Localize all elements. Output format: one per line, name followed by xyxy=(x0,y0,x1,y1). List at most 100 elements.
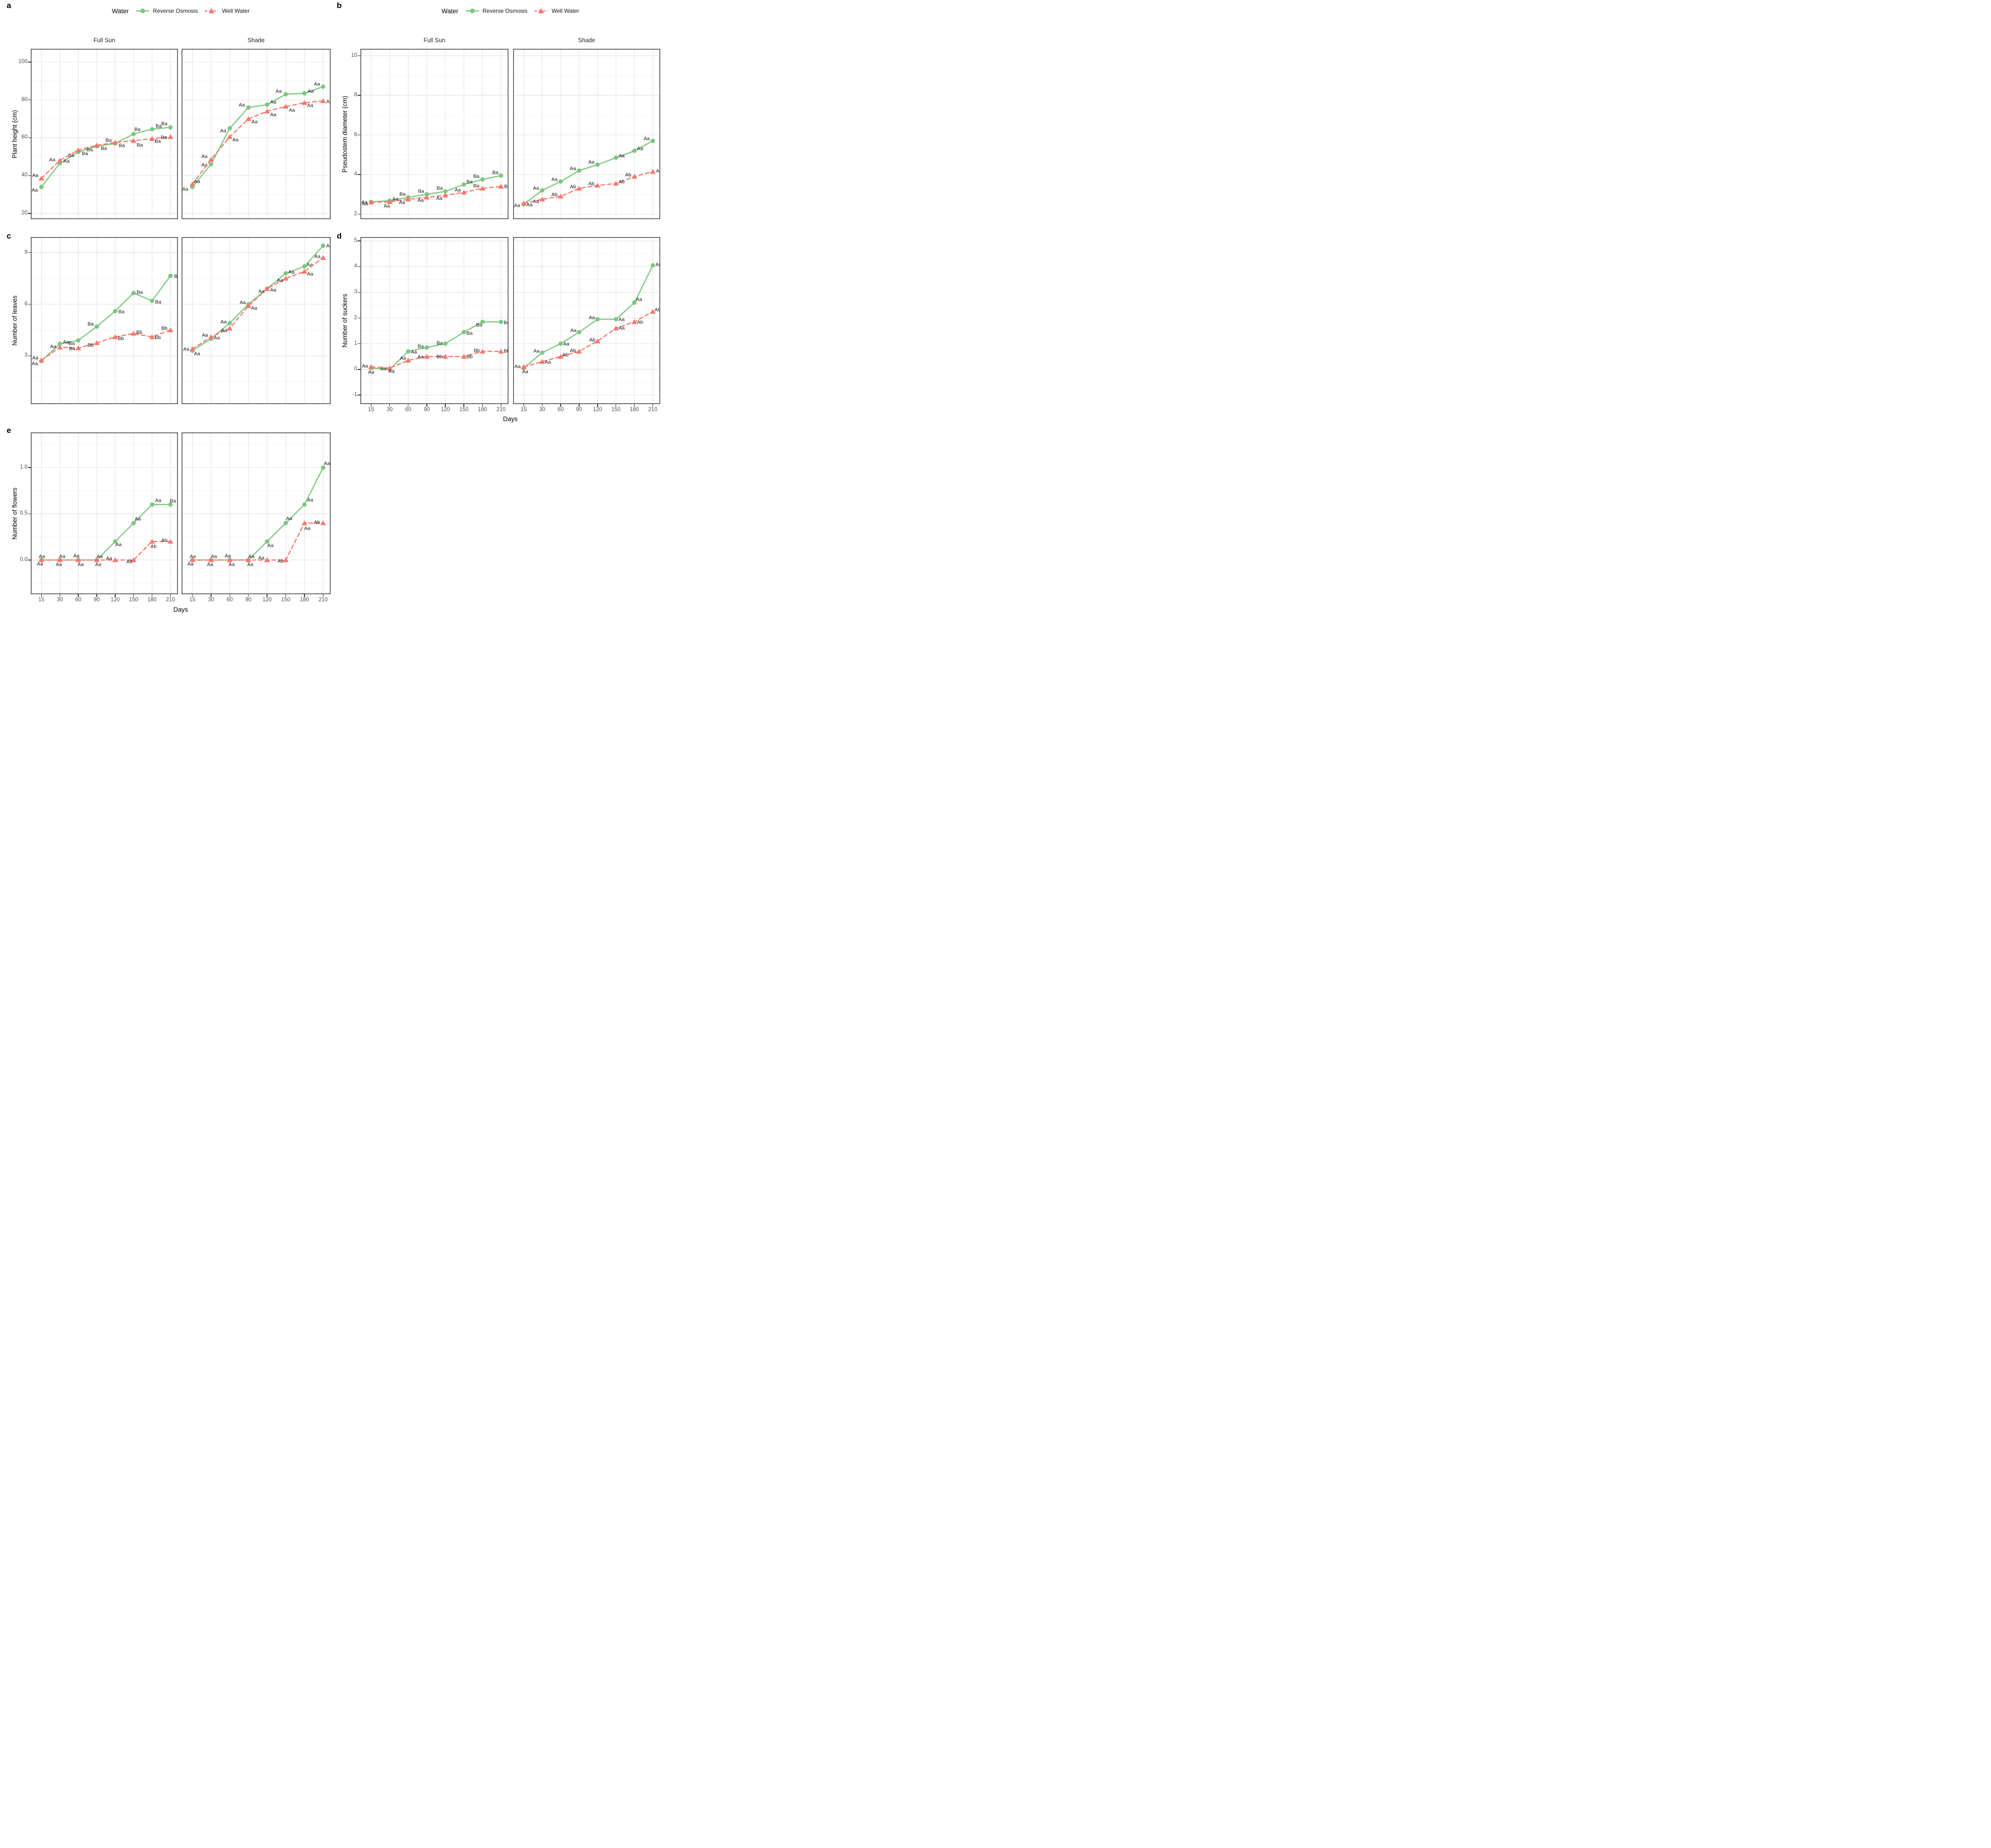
y-tick-label: 2 xyxy=(354,314,357,321)
point-label: Aa xyxy=(258,289,265,294)
figure-canvas: Water Reverse Osmosis Well Water Water R… xyxy=(0,0,664,616)
point-label: Aa xyxy=(276,88,282,94)
point-label: Ba xyxy=(155,138,161,144)
y-tick-mark xyxy=(358,174,360,175)
y-tick-label: 20 xyxy=(21,210,28,216)
legend-item-label: Reverse Osmosis xyxy=(482,8,528,14)
point-label: Ba xyxy=(417,344,424,349)
legend-title: Water xyxy=(441,7,459,15)
point-label: Ab xyxy=(625,172,631,178)
x-tick-label: 150 xyxy=(611,407,621,413)
point-label: Aa xyxy=(644,136,650,142)
x-tick-label: 60 xyxy=(75,597,82,603)
point-label: Aa xyxy=(289,107,295,113)
x-tick-label: 180 xyxy=(147,597,157,603)
reverse-osmosis-marker-icon xyxy=(465,9,479,13)
point-label: Aa xyxy=(515,364,521,369)
x-tick-mark xyxy=(597,404,598,407)
point-label: Ba xyxy=(170,498,176,504)
point-label: Aa xyxy=(618,325,625,331)
panel-letter-a: a xyxy=(7,1,11,10)
point-label: Ba xyxy=(473,183,479,189)
point-label: Ab xyxy=(637,319,643,325)
panel-letter-b: b xyxy=(337,1,342,10)
x-tick-mark xyxy=(560,404,561,407)
panel-letter-c: c xyxy=(7,231,11,240)
point-label: Aa xyxy=(522,369,528,375)
point-label: Aa xyxy=(32,361,38,367)
legend-item-label: Well Water xyxy=(552,8,580,14)
point-label: Ba xyxy=(473,174,479,179)
y-tick-mark xyxy=(28,252,31,253)
well-water-marker-icon xyxy=(205,8,219,13)
y-tick-label: 80 xyxy=(21,96,28,102)
point-label: Bb xyxy=(88,342,94,348)
point-label: Aa xyxy=(417,354,424,359)
legend-item-reverse-osmosis: Reverse Osmosis xyxy=(135,7,198,15)
point-label: Ba xyxy=(137,142,143,148)
x-tick-label: 30 xyxy=(539,407,545,413)
point-label: Ab xyxy=(150,544,157,550)
x-tick-label: 150 xyxy=(459,407,469,413)
point-label: Aa xyxy=(417,198,424,203)
point-label: Aa xyxy=(63,340,69,345)
x-tick-label: 60 xyxy=(226,597,233,603)
point-label: Aa xyxy=(307,271,313,277)
y-axis-title-d: Number of suckers xyxy=(341,294,349,348)
point-label: Aa xyxy=(194,179,200,184)
panel-letter-e: e xyxy=(7,426,11,435)
x-tick-label: 90 xyxy=(245,597,252,603)
point-label: Aa xyxy=(240,300,246,305)
x-tick-mark xyxy=(133,594,134,597)
point-label: Ba xyxy=(467,331,473,336)
point-label: Aa xyxy=(115,542,121,548)
y-tick-mark xyxy=(28,175,31,176)
point-label: Aa xyxy=(534,348,540,354)
point-label: Bb xyxy=(504,349,508,354)
point-label: Ba xyxy=(82,151,88,156)
point-label: Aa xyxy=(49,157,55,163)
point-label: Aa xyxy=(182,186,188,192)
y-tick-mark xyxy=(358,55,360,56)
y-tick-label: 6 xyxy=(24,301,28,307)
point-label: Ba xyxy=(467,179,473,185)
point-label: Aa xyxy=(221,319,227,325)
y-tick-label: 3 xyxy=(24,352,28,359)
point-label: Aa xyxy=(455,187,461,193)
point-label: Aa xyxy=(362,201,368,207)
x-tick-label: 210 xyxy=(496,407,506,413)
point-label: Aa xyxy=(32,355,38,361)
point-label: Ba xyxy=(88,321,94,327)
x-tick-label: 120 xyxy=(593,407,602,413)
point-label: Aa xyxy=(221,328,227,333)
x-tick-label: 210 xyxy=(318,597,328,603)
point-label: Bb xyxy=(118,336,124,341)
point-label: Ba xyxy=(119,143,125,148)
point-label: Aa xyxy=(270,287,277,293)
point-label: Aa xyxy=(202,332,208,338)
point-label: Aa xyxy=(436,196,442,202)
point-label: Ba xyxy=(161,121,167,127)
x-tick-label: 15 xyxy=(520,407,527,413)
point-label: Aa xyxy=(202,154,208,159)
point-label: Ba xyxy=(156,123,162,129)
point-label: Ba xyxy=(105,138,111,143)
y-tick-label: 60 xyxy=(21,134,28,140)
point-label: Ba xyxy=(399,192,406,197)
point-label: Aa xyxy=(361,199,368,205)
x-tick-label: 15 xyxy=(189,597,195,603)
point-label: Ba xyxy=(492,170,498,175)
point-label: Aa xyxy=(32,173,38,178)
y-tick-label: 0.0 xyxy=(20,556,28,562)
x-tick-mark xyxy=(41,594,42,597)
point-label: Ba xyxy=(137,290,143,295)
point-label: Aa xyxy=(248,554,254,560)
point-label: Bb xyxy=(161,326,167,331)
legend-item-label: Reverse Osmosis xyxy=(153,8,198,14)
point-label: Aa xyxy=(304,526,310,532)
point-label: Ba xyxy=(174,274,178,279)
point-label: Aa xyxy=(135,516,141,522)
point-label: Bb xyxy=(474,348,480,354)
